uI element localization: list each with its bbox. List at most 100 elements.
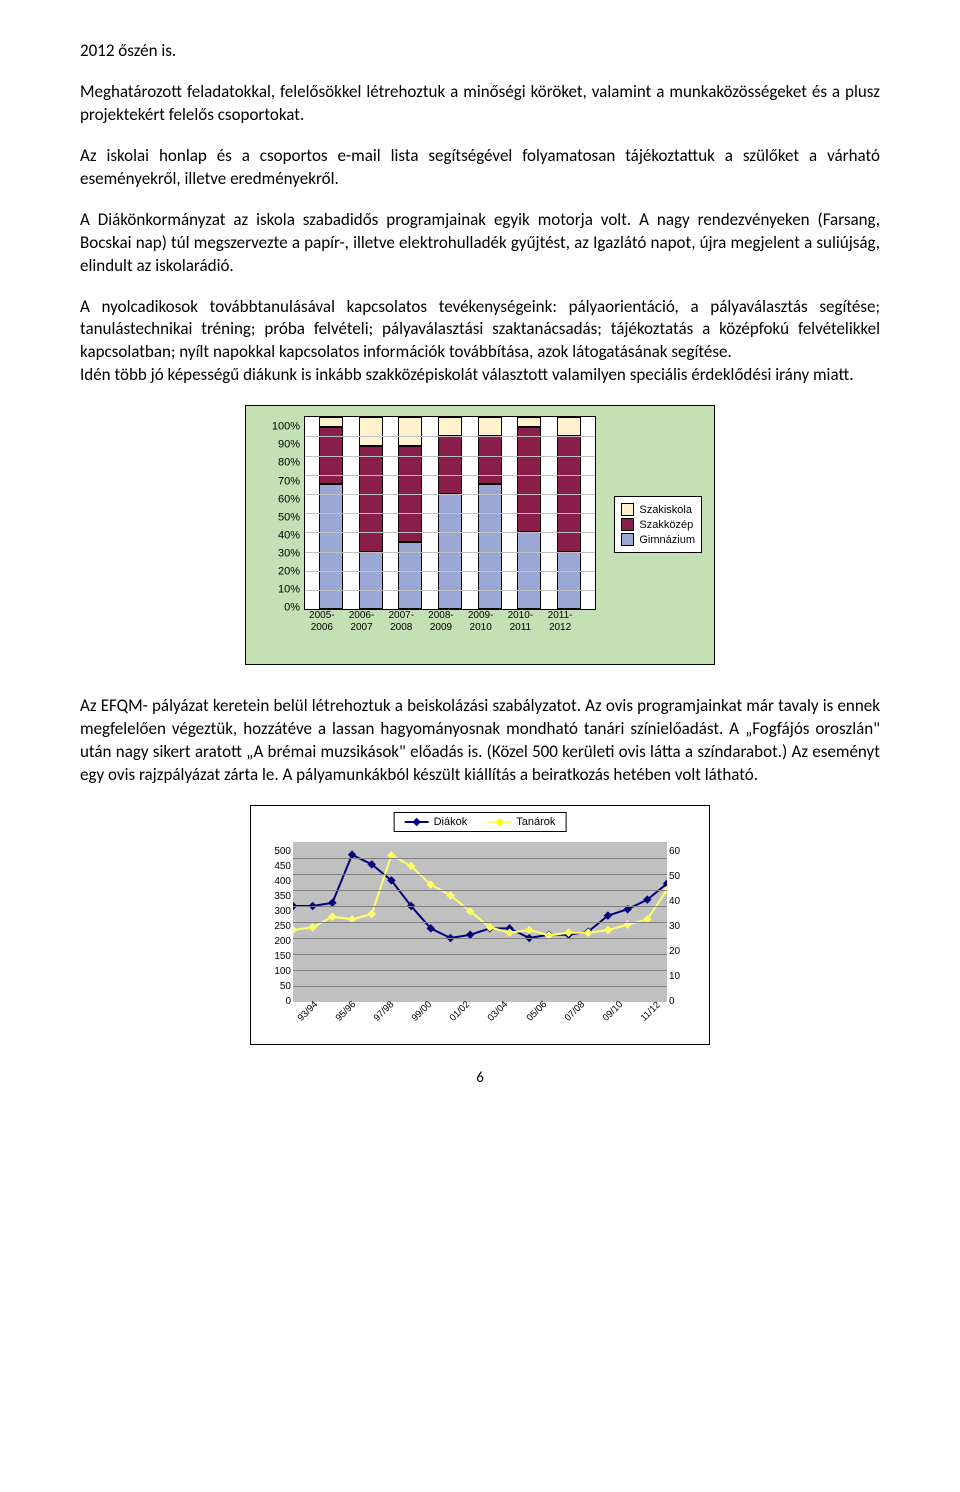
bar-segment-szakiskola [359, 417, 383, 446]
line-x-label: 97/98 [372, 999, 413, 1040]
bar-x-label: 2011-2012 [542, 610, 578, 633]
bar-segment-szakkozep [359, 446, 383, 552]
bar-x-label: 2006-2007 [344, 610, 380, 633]
line-x-label: 05/06 [524, 999, 565, 1040]
bar-segment-szakkozep [478, 436, 502, 484]
bar-y-axis: 100%90%80%70%60%50%40%30%20%10%0% [254, 416, 300, 608]
bar-y-tick: 70% [278, 476, 300, 487]
line-legend-item: Diákok [405, 816, 468, 828]
legend-label: Tanárok [516, 816, 555, 828]
bar-y-tick: 20% [278, 567, 300, 578]
line-marker [604, 926, 612, 934]
legend-swatch [621, 503, 634, 516]
line-legend: Diákok Tanárok [394, 812, 567, 832]
para-4: A Diákönkormányzat az iskola szabadidős … [80, 209, 880, 278]
bar-segment-szakiskola [398, 417, 422, 446]
legend-label: Gimnázium [639, 534, 695, 546]
para-2: Meghatározott feladatokkal, felelősökkel… [80, 81, 880, 127]
legend-label: Diákok [434, 816, 468, 828]
line-x-axis: 93/9495/9697/9899/0001/0203/0405/0607/08… [293, 1006, 667, 1040]
bar-segment-szakiskola [319, 417, 343, 427]
bar-x-label: 2005-2006 [304, 610, 340, 633]
bar-segment-gimnazium [557, 552, 581, 610]
line-y-right-tick: 30 [669, 922, 703, 932]
line-y-right-tick: 10 [669, 972, 703, 982]
legend-swatch [621, 533, 634, 546]
bar-y-tick: 10% [278, 585, 300, 596]
line-x-label: 01/02 [448, 999, 489, 1040]
bar-legend: Szakiskola Szakközép Gimnázium [614, 496, 702, 553]
bar-plot-area [304, 416, 596, 610]
line-x-label: 95/96 [334, 999, 375, 1040]
line-y-left-tick: 450 [257, 862, 291, 872]
legend-label: Szakiskola [639, 504, 692, 516]
bar-x-label: 2009-2010 [463, 610, 499, 633]
line-x-label: 93/94 [296, 999, 337, 1040]
bar-legend-item: Szakiskola [621, 503, 695, 516]
bar-segment-szakkozep [517, 427, 541, 533]
legend-label: Szakközép [639, 519, 693, 531]
legend-swatch [621, 518, 634, 531]
line-y-right-tick: 20 [669, 947, 703, 957]
line-y-left-tick: 100 [257, 967, 291, 977]
para-1: 2012 őszén is. [80, 40, 880, 63]
line-marker [328, 912, 336, 920]
line-y-right-tick: 50 [669, 872, 703, 882]
line-y-right-tick: 60 [669, 847, 703, 857]
bar-legend-item: Szakközép [621, 518, 695, 531]
bar-segment-szakiskola [517, 417, 541, 427]
line-plot-area [293, 842, 667, 1002]
bar-y-tick: 80% [278, 458, 300, 469]
line-marker [308, 923, 316, 931]
bar-y-tick: 50% [278, 512, 300, 523]
bar-segment-szakiskola [478, 417, 502, 436]
line-marker [368, 910, 376, 918]
para-6: Idén több jó képességű diákunk is inkább… [80, 364, 880, 387]
line-x-label: 99/00 [410, 999, 451, 1040]
bar-segment-szakkozep [438, 436, 462, 494]
line-series [293, 855, 667, 938]
legend-line-icon [405, 821, 429, 823]
para-5: A nyolcadikosok továbbtanulásával kapcso… [80, 296, 880, 365]
bar-x-label: 2007-2008 [383, 610, 419, 633]
line-y-left-tick: 500 [257, 847, 291, 857]
page-number: 6 [80, 1069, 880, 1087]
line-y-right-tick: 40 [669, 897, 703, 907]
line-marker [293, 926, 297, 934]
line-chart: DiákokTanárok 50045040035030025020015010… [250, 805, 710, 1045]
bar-chart-container: 100%90%80%70%60%50%40%30%20%10%0% 2005-2… [80, 405, 880, 665]
para-7: Az EFQM- pályázat keretein belül létreho… [80, 695, 880, 787]
line-y-left-tick: 400 [257, 877, 291, 887]
line-chart-container: DiákokTanárok 50045040035030025020015010… [80, 805, 880, 1045]
line-x-label: 03/04 [486, 999, 527, 1040]
bar-y-tick: 40% [278, 530, 300, 541]
line-y-right-tick: 0 [669, 997, 703, 1007]
line-y-left-tick: 200 [257, 937, 291, 947]
line-x-label: 09/10 [600, 999, 641, 1040]
document-page: 2012 őszén is. Meghatározott feladatokka… [0, 0, 960, 1117]
line-marker [525, 926, 533, 934]
bar-segment-gimnazium [359, 552, 383, 610]
line-y-left-tick: 150 [257, 952, 291, 962]
para-3: Az iskolai honlap és a csoportos e-mail … [80, 145, 880, 191]
line-legend-item: Tanárok [487, 816, 555, 828]
line-y-left-axis: 500450400350300250200150100500 [257, 842, 291, 1002]
bar-x-axis: 2005-20062006-20072007-20082008-20092009… [296, 610, 586, 633]
legend-line-icon [487, 821, 511, 823]
line-y-left-tick: 50 [257, 982, 291, 992]
bar-y-tick: 100% [272, 422, 300, 433]
line-x-label: 07/08 [562, 999, 603, 1040]
bar-x-label: 2010-2011 [502, 610, 538, 633]
bar-y-tick: 30% [278, 548, 300, 559]
bar-segment-szakiskola [557, 417, 581, 436]
bar-segment-szakiskola [438, 417, 462, 436]
bar-y-tick: 90% [278, 440, 300, 451]
line-y-left-tick: 250 [257, 922, 291, 932]
line-y-left-tick: 300 [257, 907, 291, 917]
line-series [293, 855, 667, 935]
line-y-left-tick: 0 [257, 997, 291, 1007]
stacked-bar-chart: 100%90%80%70%60%50%40%30%20%10%0% 2005-2… [245, 405, 715, 665]
bar-y-tick: 60% [278, 494, 300, 505]
line-y-right-axis: 6050403020100 [669, 842, 703, 1002]
line-y-left-tick: 350 [257, 892, 291, 902]
